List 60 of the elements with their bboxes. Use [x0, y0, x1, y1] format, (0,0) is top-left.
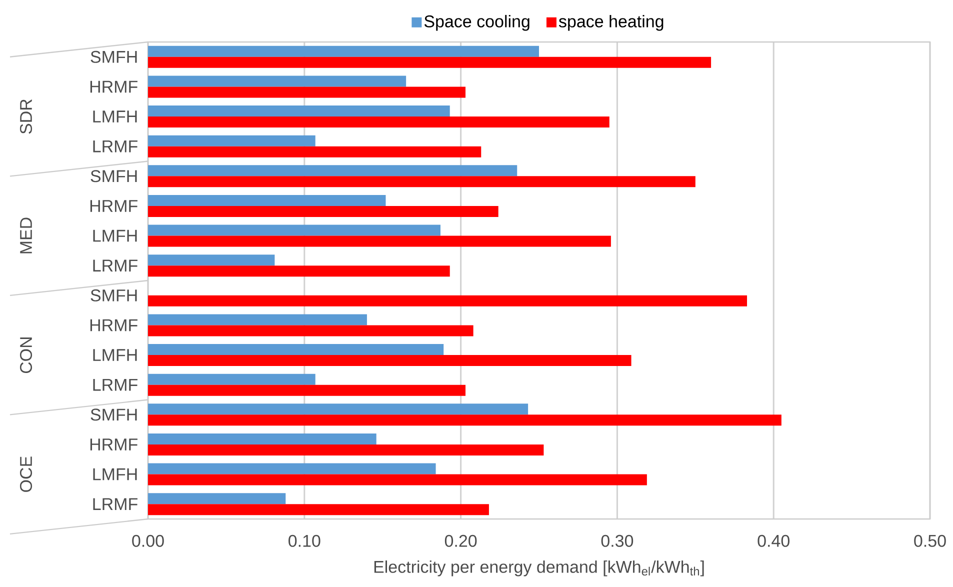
- bar: [148, 135, 316, 146]
- bar: [148, 224, 440, 236]
- y-tick-label: SMFH: [90, 50, 137, 63]
- bar: [148, 314, 367, 326]
- bar: [148, 355, 632, 366]
- x-tick-label: 0.10: [288, 534, 320, 547]
- x-tick-label: 0.50: [914, 534, 946, 547]
- bar: [148, 325, 474, 336]
- bar: [148, 194, 386, 206]
- bar: [148, 56, 712, 68]
- bar: [148, 206, 498, 217]
- y-tick-label: LRMF: [93, 378, 138, 391]
- bar: [148, 165, 518, 176]
- x-tick-label: 0.20: [444, 534, 477, 547]
- legend-label: space heating: [558, 14, 664, 31]
- x-axis-title: Electricity per energy demand [kWh$_{el}$/kWh$_{th}$]: [374, 560, 704, 576]
- bar: [148, 404, 528, 415]
- text: SDR: [20, 99, 32, 134]
- y-tick-label: LRMF: [93, 140, 138, 152]
- y-tick-label: SMFH: [90, 289, 137, 302]
- y-tick-label: LMFH: [93, 230, 137, 242]
- y-tick-label: SMFH: [90, 408, 137, 421]
- bar: [148, 414, 782, 426]
- y-tick-label: HRMF: [90, 200, 138, 212]
- bar: [148, 236, 611, 247]
- bar: [148, 266, 450, 277]
- text: MED: [20, 218, 32, 254]
- y-tick-label: LMFH: [93, 110, 137, 122]
- text: OCE: [20, 456, 32, 492]
- y-tick-label: HRMF: [90, 319, 138, 332]
- bar: [148, 295, 748, 306]
- bar: [148, 474, 647, 486]
- y-tick-label: SMFH: [90, 170, 137, 182]
- y-tick-label: HRMF: [90, 438, 138, 450]
- bar: [148, 46, 539, 57]
- bar: [148, 493, 286, 504]
- bar: [148, 384, 466, 396]
- y-tick-label: LMFH: [93, 349, 137, 361]
- y-tick-label: LRMF: [93, 260, 138, 272]
- bar: [148, 374, 316, 385]
- y-tick-label: LRMF: [93, 498, 138, 510]
- bar: [148, 254, 275, 266]
- text: CON: [20, 338, 32, 374]
- bar: [148, 146, 482, 158]
- bar: [148, 433, 376, 444]
- bar: [148, 86, 466, 98]
- x-tick-label: 0.30: [601, 534, 634, 547]
- x-tick-label: 0.40: [758, 534, 790, 547]
- bar: [148, 444, 544, 456]
- bar: [148, 463, 436, 474]
- y-tick-label: HRMF: [90, 80, 138, 93]
- bar: [148, 344, 444, 356]
- bar: [148, 116, 610, 128]
- bar: [148, 176, 696, 188]
- legend-label: Space cooling: [424, 14, 530, 31]
- bar: [148, 106, 450, 117]
- bar: [148, 76, 406, 87]
- x-tick-label: 0.00: [132, 534, 164, 547]
- bar: [148, 504, 489, 516]
- y-tick-label: LMFH: [93, 468, 137, 480]
